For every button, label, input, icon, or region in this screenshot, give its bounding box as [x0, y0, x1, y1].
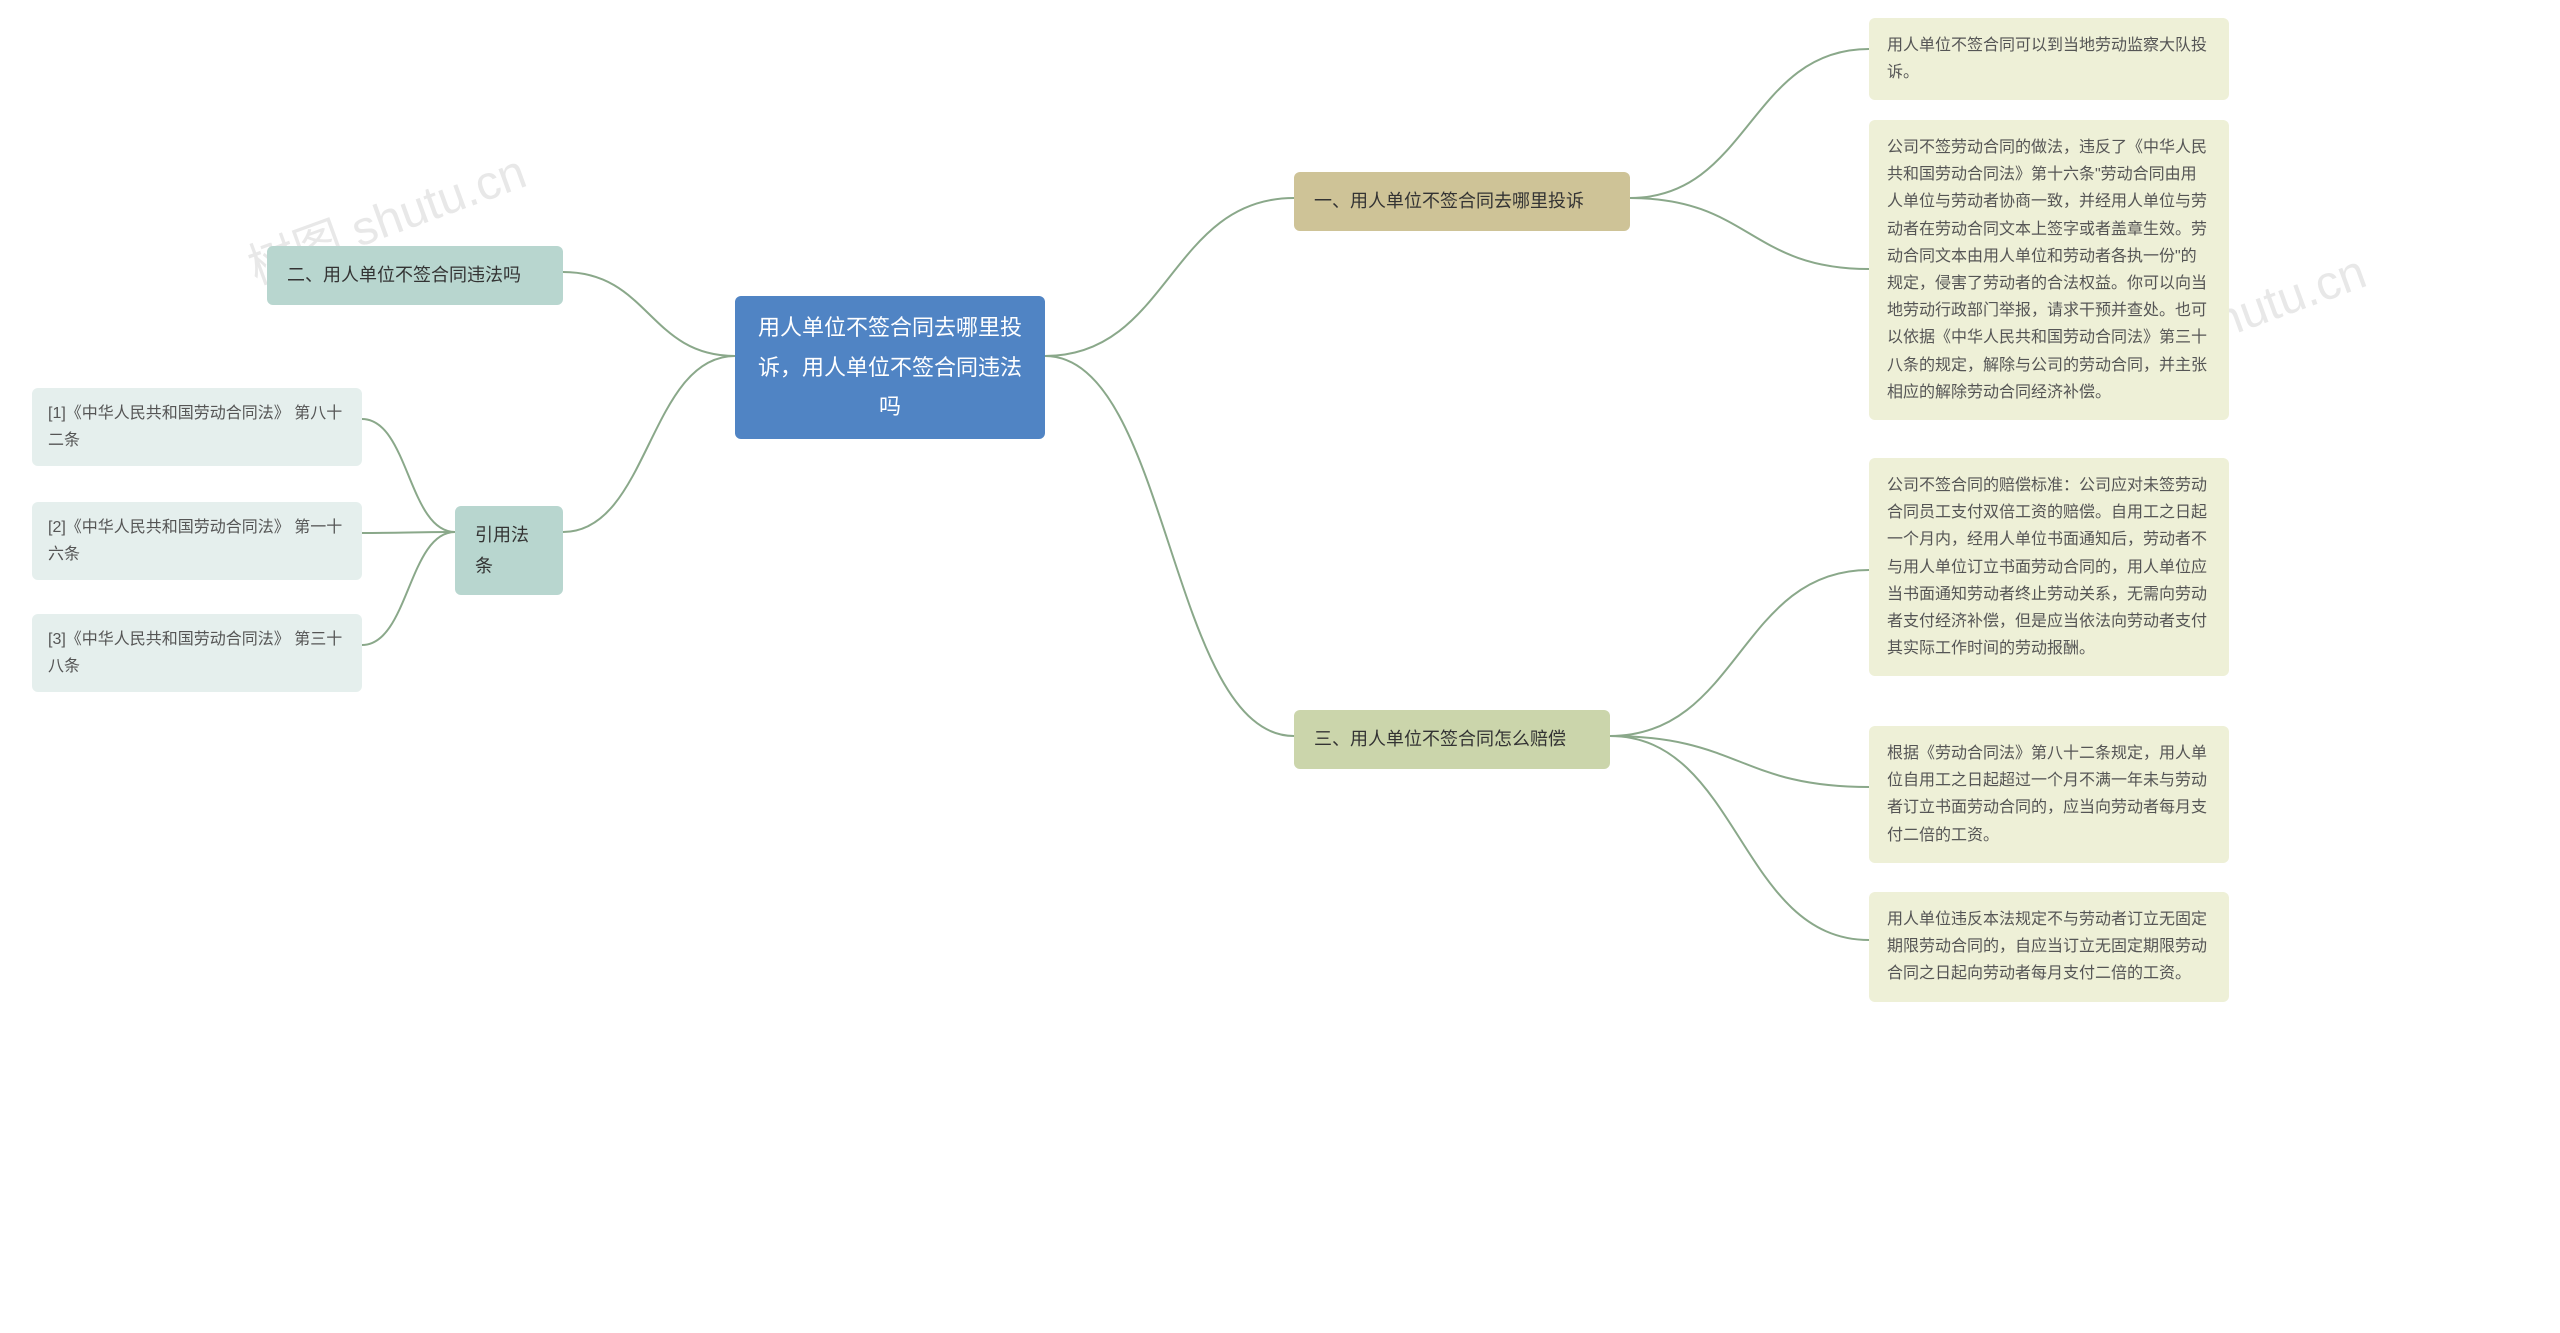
leaf-right-1-2: 用人单位违反本法规定不与劳动者订立无固定期限劳动合同的，自应当订立无固定期限劳动… [1869, 892, 2229, 1002]
branch-left-0: 二、用人单位不签合同违法吗 [267, 246, 563, 305]
leaf-right-1-1: 根据《劳动合同法》第八十二条规定，用人单位自用工之日起超过一个月不满一年未与劳动… [1869, 726, 2229, 863]
branch-right-0: 一、用人单位不签合同去哪里投诉 [1294, 172, 1630, 231]
leaf-right-0-0: 用人单位不签合同可以到当地劳动监察大队投诉。 [1869, 18, 2229, 100]
central-topic: 用人单位不签合同去哪里投诉，用人单位不签合同违法吗 [735, 296, 1045, 439]
branch-right-1: 三、用人单位不签合同怎么赔偿 [1294, 710, 1610, 769]
leaf-right-0-1: 公司不签劳动合同的做法，违反了《中华人民共和国劳动合同法》第十六条"劳动合同由用… [1869, 120, 2229, 420]
branch-left-1: 引用法条 [455, 506, 563, 595]
leaf-left-1-2: [3]《中华人民共和国劳动合同法》 第三十八条 [32, 614, 362, 692]
leaf-right-1-0: 公司不签合同的赔偿标准：公司应对未签劳动合同员工支付双倍工资的赔偿。自用工之日起… [1869, 458, 2229, 676]
leaf-left-1-1: [2]《中华人民共和国劳动合同法》 第一十六条 [32, 502, 362, 580]
leaf-left-1-0: [1]《中华人民共和国劳动合同法》 第八十二条 [32, 388, 362, 466]
